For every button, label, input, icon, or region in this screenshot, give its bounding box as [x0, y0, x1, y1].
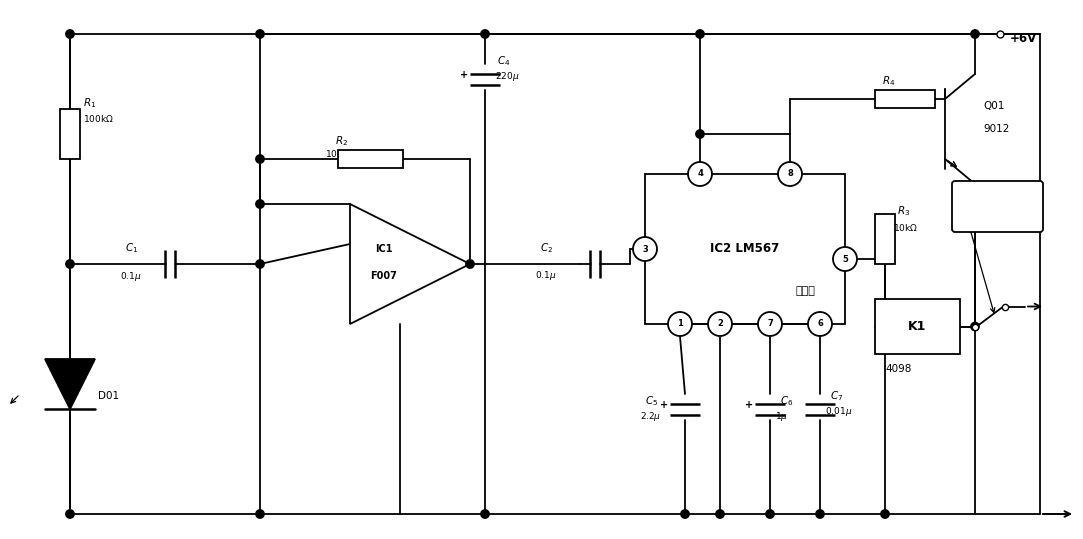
Text: $1k\Omega$: $1k\Omega$ [875, 89, 895, 100]
Text: +6V: +6V [1010, 32, 1038, 45]
Circle shape [695, 130, 704, 138]
Text: +: + [660, 400, 668, 410]
Text: D01: D01 [97, 391, 119, 401]
Circle shape [66, 30, 75, 38]
Text: $0.01\mu$: $0.01\mu$ [825, 405, 852, 418]
Text: $0.1\mu$: $0.1\mu$ [120, 270, 142, 283]
Text: 3: 3 [642, 245, 648, 253]
Text: $C_2$: $C_2$ [540, 241, 553, 255]
Text: 5: 5 [843, 254, 848, 264]
Text: 7: 7 [767, 320, 773, 328]
Text: 接被控电路: 接被控电路 [982, 202, 1013, 211]
Circle shape [66, 510, 75, 518]
Text: $1\mu$: $1\mu$ [775, 410, 788, 423]
Polygon shape [45, 359, 95, 409]
Bar [60, 109, 80, 159]
Circle shape [708, 312, 732, 336]
Circle shape [815, 510, 824, 518]
Text: Q01: Q01 [983, 101, 1004, 111]
Circle shape [778, 162, 803, 186]
Circle shape [833, 247, 857, 271]
Circle shape [481, 30, 490, 38]
Text: 4: 4 [697, 169, 703, 178]
Text: 9012: 9012 [983, 124, 1009, 134]
Circle shape [808, 312, 832, 336]
Circle shape [668, 312, 692, 336]
Circle shape [256, 155, 264, 163]
Circle shape [681, 510, 689, 518]
Text: 4098: 4098 [885, 364, 912, 374]
Text: 继电器: 继电器 [795, 286, 814, 296]
Text: $C_5$: $C_5$ [645, 394, 658, 408]
Circle shape [481, 510, 490, 518]
Circle shape [256, 30, 264, 38]
Text: $R_3$: $R_3$ [897, 204, 911, 218]
Circle shape [66, 260, 75, 268]
Text: F007: F007 [370, 271, 396, 281]
Text: IC2 LM567: IC2 LM567 [710, 243, 780, 255]
Text: $2.2\mu$: $2.2\mu$ [640, 410, 661, 423]
Circle shape [970, 322, 979, 331]
Bar [875, 90, 935, 108]
Text: 100k$\Omega$: 100k$\Omega$ [325, 148, 356, 159]
Circle shape [880, 510, 889, 518]
Text: 8: 8 [787, 169, 793, 178]
Text: $0.1\mu$: $0.1\mu$ [535, 269, 557, 282]
Text: $R_1$: $R_1$ [83, 96, 96, 110]
Bar [645, 174, 845, 324]
Bar [338, 150, 403, 168]
Text: K1: K1 [909, 320, 927, 333]
Text: +: + [460, 70, 468, 80]
Bar [875, 299, 960, 354]
Circle shape [695, 30, 704, 38]
Text: 2: 2 [717, 320, 723, 328]
Circle shape [256, 200, 264, 208]
Text: $R_2$: $R_2$ [335, 134, 348, 148]
Text: $C_6$: $C_6$ [780, 394, 794, 408]
Polygon shape [350, 204, 470, 324]
Circle shape [466, 260, 474, 268]
Text: +: + [745, 400, 753, 410]
Circle shape [256, 260, 264, 268]
Text: 1: 1 [677, 320, 683, 328]
Text: $C_7$: $C_7$ [830, 389, 844, 403]
Text: $R_4$: $R_4$ [882, 74, 896, 88]
Circle shape [716, 510, 725, 518]
Text: 10k$\Omega$: 10k$\Omega$ [893, 222, 918, 233]
Text: 6: 6 [817, 320, 823, 328]
Circle shape [688, 162, 712, 186]
Circle shape [632, 237, 657, 261]
Circle shape [256, 510, 264, 518]
FancyBboxPatch shape [952, 181, 1043, 232]
Circle shape [766, 510, 774, 518]
Text: 100k$\Omega$: 100k$\Omega$ [83, 113, 114, 124]
Circle shape [970, 30, 979, 38]
Bar [875, 214, 895, 264]
Text: $C_1$: $C_1$ [125, 241, 139, 255]
Text: $220\mu$: $220\mu$ [495, 70, 520, 83]
Text: $C_4$: $C_4$ [497, 54, 510, 68]
Text: IC1: IC1 [375, 244, 392, 254]
Circle shape [758, 312, 782, 336]
